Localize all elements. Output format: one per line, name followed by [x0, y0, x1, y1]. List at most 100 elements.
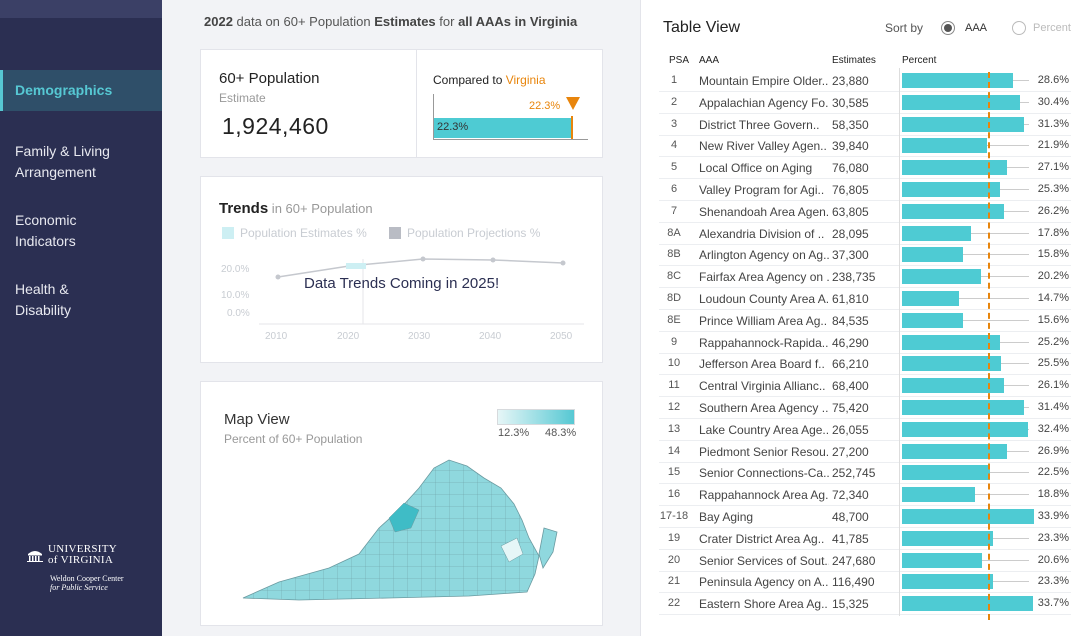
row-bar-tail — [971, 232, 1029, 234]
sort-radio-aaa[interactable] — [941, 21, 955, 35]
row-percent: 14.7% — [1037, 292, 1069, 304]
row-estimate: 247,680 — [832, 553, 876, 568]
row-bar-tail — [1023, 123, 1029, 125]
compare-marker-triangle — [566, 97, 580, 110]
virginia-map[interactable] — [239, 458, 569, 606]
row-estimate: 75,420 — [832, 401, 869, 415]
nav-item-family-living[interactable]: Family & Living Arrangement — [15, 143, 110, 180]
table-row[interactable]: 8D Loudoun County Area A.. 61,810 14.7% — [659, 288, 1071, 310]
sort-label-percent[interactable]: Percent — [1033, 22, 1071, 34]
row-bar-tail — [1003, 210, 1029, 212]
sort-radio-percent[interactable] — [1012, 21, 1026, 35]
trend-point-2040 — [490, 257, 496, 263]
table-row[interactable]: 3 District Three Govern.. 58,350 31.3% — [659, 114, 1071, 136]
table-row[interactable]: 11 Central Virginia Allianc.. 68,400 26.1% — [659, 375, 1071, 398]
table-row[interactable]: 14 Piedmont Senior Resou.. 27,200 26.9% — [659, 441, 1071, 463]
row-percent-bar — [902, 269, 981, 285]
trend-point-2050 — [560, 260, 566, 266]
row-estimate: 61,810 — [832, 292, 869, 306]
row-percent-bar — [902, 378, 1004, 394]
row-aaa-name: Local Office on Aging — [699, 161, 813, 176]
row-estimate: 252,745 — [832, 466, 876, 481]
row-estimate: 58,350 — [832, 117, 869, 132]
compare-axis — [433, 94, 434, 140]
row-bar-tail — [992, 581, 1029, 583]
virginia-counties-shape — [242, 459, 540, 601]
logo-weldon: Weldon Cooper Center — [50, 574, 124, 583]
trend-point-2010 — [275, 274, 281, 280]
row-aaa-name: Alexandria Division of .. — [699, 226, 825, 241]
col-header-percent[interactable]: Percent — [902, 55, 937, 66]
table-row[interactable]: 5 Local Office on Aging 76,080 27.1% — [659, 157, 1071, 180]
row-percent-bar — [902, 530, 993, 546]
row-psa: 4 — [670, 139, 678, 152]
nav-item-health[interactable]: Health & Disability — [15, 281, 72, 318]
row-aaa-name: Southern Area Agency .. — [699, 401, 829, 415]
table-row[interactable]: 12 Southern Area Agency .. 75,420 31.4% — [659, 397, 1071, 419]
table-row[interactable]: 21 Peninsula Agency on A.. 116,490 23.3% — [659, 571, 1071, 594]
nav-item-demographics[interactable]: Demographics — [0, 70, 162, 111]
legend-swatch-estimates — [222, 227, 234, 239]
row-psa: 8A — [667, 226, 681, 239]
table-row[interactable]: 16 Rappahannock Area Ag.. 72,340 18.8% — [659, 484, 1071, 507]
logo-university: UNIVERSITY — [48, 543, 117, 555]
row-aaa-name: District Three Govern.. — [699, 117, 820, 132]
table-row[interactable]: 7 Shenandoah Area Agen.. 63,805 26.2% — [659, 201, 1071, 223]
compare-bar-label: 22.3% — [437, 121, 469, 133]
trends-title-text: Trends — [219, 200, 269, 217]
compare-ref-line — [571, 116, 573, 139]
table-row[interactable]: 8E Prince William Area Ag.. 84,535 15.6% — [659, 310, 1071, 332]
col-header-estimates[interactable]: Estimates — [832, 55, 876, 66]
row-percent-bar — [902, 247, 964, 263]
row-percent: 25.5% — [1037, 357, 1069, 370]
kpi-value: 1,924,460 — [222, 113, 329, 139]
table-row[interactable]: 19 Crater District Area Ag.. 41,785 23.3% — [659, 528, 1071, 550]
trend-estimate-2020 — [346, 263, 366, 269]
row-percent-bar — [902, 94, 1021, 110]
row-estimate: 15,325 — [832, 597, 869, 612]
col-header-aaa[interactable]: AAA — [699, 55, 720, 66]
row-estimate: 76,805 — [832, 183, 869, 197]
legend-label-projections: Population Projections % — [407, 226, 541, 240]
trend-point-2030 — [420, 256, 426, 262]
header-text-2: for — [435, 14, 459, 29]
table-row[interactable]: 13 Lake Country Area Age.. 26,055 32.4% — [659, 419, 1071, 441]
col-header-psa[interactable]: PSA — [669, 55, 690, 66]
sort-label-aaa[interactable]: AAA — [965, 22, 988, 34]
nav-item-economic[interactable]: Economic Indicators — [15, 212, 77, 249]
row-psa: 21 — [667, 575, 681, 588]
table-row[interactable]: 17-18 Bay Aging 48,700 33.9% — [659, 506, 1071, 528]
row-bar-tail — [1000, 341, 1029, 343]
table-row[interactable]: 2 Appalachian Agency Fo.. 30,585 30.4% — [659, 92, 1071, 114]
row-bar-tail — [982, 559, 1029, 561]
row-percent: 17.8% — [1037, 226, 1069, 239]
table-row[interactable]: 10 Jefferson Area Board f.. 66,210 25.5% — [659, 353, 1071, 376]
row-aaa-name: Lake Country Area Age.. — [699, 422, 829, 437]
row-estimate: 84,535 — [832, 313, 869, 328]
row-aaa-name: Fairfax Area Agency on .. — [699, 270, 829, 285]
row-percent: 31.4% — [1037, 401, 1069, 413]
table-row[interactable]: 4 New River Valley Agen.. 39,840 21.9% — [659, 135, 1071, 158]
table-row[interactable]: 9 Rappahannock-Rapida.. 46,290 25.2% — [659, 332, 1071, 354]
table-row[interactable]: 8B Arlington Agency on Ag.. 37,300 15.8% — [659, 244, 1071, 267]
row-psa: 12 — [667, 401, 681, 413]
table-row[interactable]: 1 Mountain Empire Older.. 23,880 28.6% — [659, 70, 1071, 92]
row-percent: 20.6% — [1037, 553, 1069, 566]
table-panel: Table View Sort by AAA Percent PSA AAA E… — [640, 0, 1090, 636]
row-psa: 6 — [670, 183, 678, 195]
table-row[interactable]: 8C Fairfax Area Agency on .. 238,735 20.2% — [659, 266, 1071, 289]
table-row[interactable]: 20 Senior Services of Sout.. 247,680 20.6% — [659, 550, 1071, 572]
map-title: Map View — [224, 411, 290, 428]
table-row[interactable]: 22 Eastern Shore Area Ag.. 15,325 33.7% — [659, 593, 1071, 616]
table-row[interactable]: 6 Valley Program for Agi.. 76,805 25.3% — [659, 179, 1071, 201]
logo-public-service: for Public Service — [50, 583, 108, 592]
map-card: Map View Percent of 60+ Population 12.3%… — [200, 381, 603, 626]
x-tick-2020: 2020 — [337, 331, 360, 342]
row-percent: 30.4% — [1037, 95, 1069, 108]
table-row[interactable]: 8A Alexandria Division of .. 28,095 17.8% — [659, 223, 1071, 245]
row-bar-tail — [1013, 80, 1029, 81]
row-psa: 8D — [666, 292, 682, 304]
uva-logo: UNIVERSITY of VIRGINIA Weldon Cooper Cen… — [26, 544, 138, 592]
table-row[interactable]: 15 Senior Connections-Ca.. 252,745 22.5% — [659, 462, 1071, 485]
row-bar-tail — [992, 537, 1029, 539]
